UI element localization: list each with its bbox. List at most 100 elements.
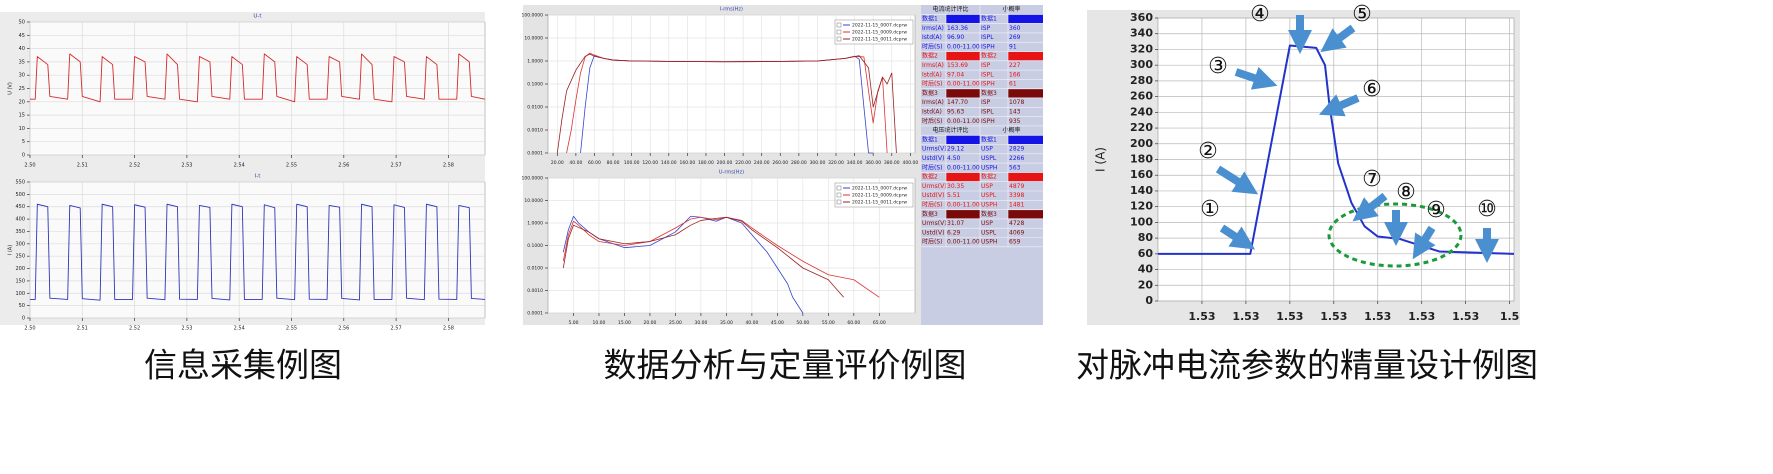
group-header: 数据2 xyxy=(922,173,938,181)
chart-title: U-t xyxy=(253,14,262,20)
y-tick-label: 1.0000 xyxy=(527,59,543,65)
table-cell: 360 xyxy=(1009,25,1021,32)
x-tick-label: 80.00 xyxy=(607,160,620,166)
y-tick-label: 20 xyxy=(1138,278,1154,291)
x-tick-label: 1.53 xyxy=(1188,310,1215,323)
x-tick-label: 20.00 xyxy=(643,320,656,326)
plot-area xyxy=(29,181,486,319)
table-cell: 4879 xyxy=(1009,183,1024,190)
group-header: 数据3 xyxy=(922,210,938,218)
caption: 信息采集例图 xyxy=(144,346,342,385)
y-tick-label: 40 xyxy=(1138,263,1154,276)
callout-arrow xyxy=(1215,165,1259,195)
legend-label: 2022-11-15_0007.dcprw xyxy=(852,186,907,192)
callout-arrow xyxy=(1318,94,1360,117)
y-tick-label: 550 xyxy=(15,180,25,186)
x-tick-label: 40.00 xyxy=(569,160,582,166)
chart-title: I-t xyxy=(255,174,262,180)
x-tick-label: 5.00 xyxy=(568,320,578,326)
x-tick-label: 2.56 xyxy=(338,163,349,169)
table-cell: 0.00-11.00 xyxy=(947,164,980,171)
table-cell: Ustd(V) xyxy=(922,155,944,162)
y-axis-label: U (V) xyxy=(8,82,14,95)
x-tick-label: 120.00 xyxy=(642,160,658,166)
callout-number: ⑤ xyxy=(1352,2,1372,27)
table-title: 电流统计评比 xyxy=(932,5,968,13)
table-cell: 时后(S) xyxy=(922,163,943,171)
table-cell: ISPH xyxy=(981,81,995,88)
y-tick-label: 25 xyxy=(19,86,25,92)
table-cell: 31.07 xyxy=(947,220,964,227)
y-tick-label: 220 xyxy=(1130,121,1153,134)
table-cell: Ustd(V) xyxy=(922,192,944,199)
callout-number: ④ xyxy=(1250,2,1270,27)
y-tick-label: 340 xyxy=(1130,27,1153,40)
table-cell: 227 xyxy=(1009,62,1021,69)
y-tick-label: 120 xyxy=(1130,200,1153,213)
x-tick-label: 2.57 xyxy=(391,163,402,169)
legend-checkbox xyxy=(836,22,842,28)
table-subtitle: 小概率 xyxy=(1002,5,1020,13)
legend-checkbox xyxy=(836,36,842,42)
annotations: ① ② ③ ④ ⑤ ⑥ ⑦⑧⑨ ⑩ xyxy=(1198,2,1499,268)
x-tick-label: 45.00 xyxy=(771,320,784,326)
y-tick-label: 0.0001 xyxy=(527,151,543,157)
x-tick-label: 2.55 xyxy=(286,163,297,169)
table-cell: USPL xyxy=(981,155,997,162)
x-tick-label: 2.56 xyxy=(338,326,349,332)
group-header: 数据1 xyxy=(981,135,997,143)
y-tick-label: 260 xyxy=(1130,90,1153,103)
y-tick-label: 300 xyxy=(15,241,25,247)
callout-number: ⑨ xyxy=(1426,198,1446,223)
x-tick-label: 2.50 xyxy=(24,326,35,332)
table-cell: Istd(A) xyxy=(922,34,942,41)
chart-title: I-rms(Hz) xyxy=(720,7,743,13)
y-tick-label: 60 xyxy=(1138,247,1154,260)
table-cell: 143 xyxy=(1009,108,1021,115)
y-tick-label: 150 xyxy=(15,278,25,284)
table-cell: Ustd(V) xyxy=(922,229,944,236)
legend-label: 2022-11-15_0009.dcprw xyxy=(852,193,907,199)
y-tick-label: 1.0000 xyxy=(527,221,543,227)
x-tick-label: 1.53 xyxy=(1320,310,1347,323)
table-cell: 0.00-11.00 xyxy=(947,43,980,50)
table-cell: USP xyxy=(981,220,993,227)
y-tick-label: 20 xyxy=(19,99,25,105)
x-tick-label: 2.58 xyxy=(443,326,454,332)
x-tick-label: 2.52 xyxy=(129,326,140,332)
x-tick-label: 2.51 xyxy=(77,163,88,169)
x-tick-label: 25.00 xyxy=(669,320,682,326)
x-tick-label: 20.00 xyxy=(551,160,564,166)
table-cell: ISPH xyxy=(981,43,995,50)
group-header: 数据1 xyxy=(922,14,938,22)
x-tick-label: 200.00 xyxy=(717,160,733,166)
x-tick-label: 15.00 xyxy=(618,320,631,326)
table-cell: USPH xyxy=(981,201,997,208)
x-tick-label: 40.00 xyxy=(745,320,758,326)
y-tick-label: 140 xyxy=(1130,184,1153,197)
table-cell: 4728 xyxy=(1009,220,1024,227)
table-cell: 0.00-11.00 xyxy=(947,81,980,88)
table-cell: 1481 xyxy=(1009,201,1024,208)
table-cell: 5.51 xyxy=(947,192,961,199)
legend-checkbox xyxy=(836,199,842,205)
chart-title: U-rms(Hz) xyxy=(719,170,744,176)
y-tick-label: 280 xyxy=(1130,74,1153,87)
table-cell: USP xyxy=(981,146,993,153)
table-cell: 0.00-11.00 xyxy=(947,239,980,246)
x-tick-label: 400.00 xyxy=(902,160,918,166)
x-tick-label: 2.53 xyxy=(181,163,192,169)
x-tick-label: 2.50 xyxy=(24,163,35,169)
group-swatch xyxy=(1008,135,1043,144)
table-cell: 153.69 xyxy=(947,62,968,69)
x-tick-label: 320.00 xyxy=(828,160,844,166)
y-tick-label: 35 xyxy=(19,59,25,65)
y-tick-label: 350 xyxy=(15,229,25,235)
x-tick-label: 2.51 xyxy=(77,326,88,332)
group-swatch xyxy=(946,14,980,24)
y-tick-label: 240 xyxy=(1130,105,1153,118)
y-tick-label: 500 xyxy=(15,192,25,198)
y-tick-label: 40 xyxy=(19,46,25,52)
group-swatch xyxy=(946,210,980,219)
